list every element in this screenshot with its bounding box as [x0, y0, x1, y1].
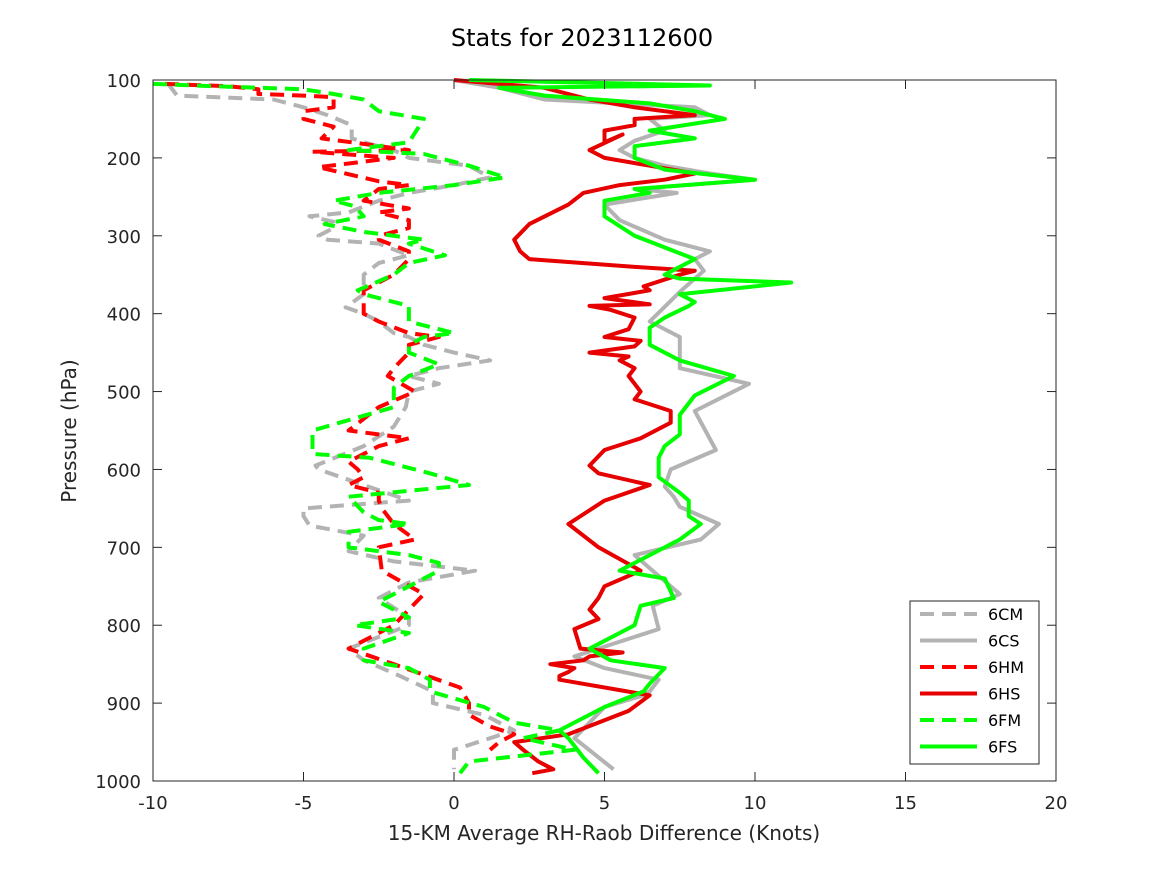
- legend-label: 6CS: [988, 632, 1020, 651]
- legend-label: 6FM: [988, 711, 1021, 730]
- ticks-layer: -10 -5 0 5 10 15 20 100 200 300 400 500 600 700 800 900…: [95, 71, 1067, 814]
- lines-layer: [152, 78, 794, 776]
- legend-label: 6CM: [988, 605, 1023, 624]
- y-tick-label: 500: [107, 383, 141, 404]
- plot-area: [153, 80, 1056, 781]
- x-axis-label: 15-KM Average RH-Raob Difference (Knots): [388, 821, 820, 845]
- y-tick-label: 400: [107, 305, 141, 326]
- x-tick-label: 20: [1045, 793, 1068, 814]
- legend-box: [909, 600, 1040, 765]
- y-axis-label: Pressure (hPa): [57, 359, 81, 502]
- x-tick-label: 10: [744, 793, 767, 814]
- y-tick-label: 800: [107, 616, 141, 637]
- y-tick-label: 300: [107, 227, 141, 248]
- y-tick-label: 200: [107, 149, 141, 170]
- x-tick-label: -10: [138, 793, 167, 814]
- y-tick-label: 1000: [95, 772, 141, 793]
- chart-title: Stats for 2023112600: [451, 24, 713, 52]
- x-tick-label: 15: [894, 793, 917, 814]
- series-line-6fs: [468, 78, 794, 775]
- legend-label: 6HS: [988, 685, 1020, 704]
- legend: 6CM 6CS 6HM 6HS 6FM 6FS: [909, 600, 1040, 765]
- y-tick-label: 700: [107, 538, 141, 559]
- series-line-6cs: [453, 78, 757, 771]
- series-line-6fm: [152, 81, 577, 775]
- y-tick-label: 100: [107, 71, 141, 92]
- x-tick-label: 0: [448, 793, 459, 814]
- y-tick-label: 900: [107, 694, 141, 715]
- legend-label: 6HM: [988, 658, 1024, 677]
- x-tick-label: 5: [599, 793, 610, 814]
- legend-label: 6FS: [988, 738, 1017, 757]
- y-tick-label: 600: [107, 460, 141, 481]
- x-tick-label: -5: [295, 793, 313, 814]
- series-line-6cm: [166, 82, 517, 770]
